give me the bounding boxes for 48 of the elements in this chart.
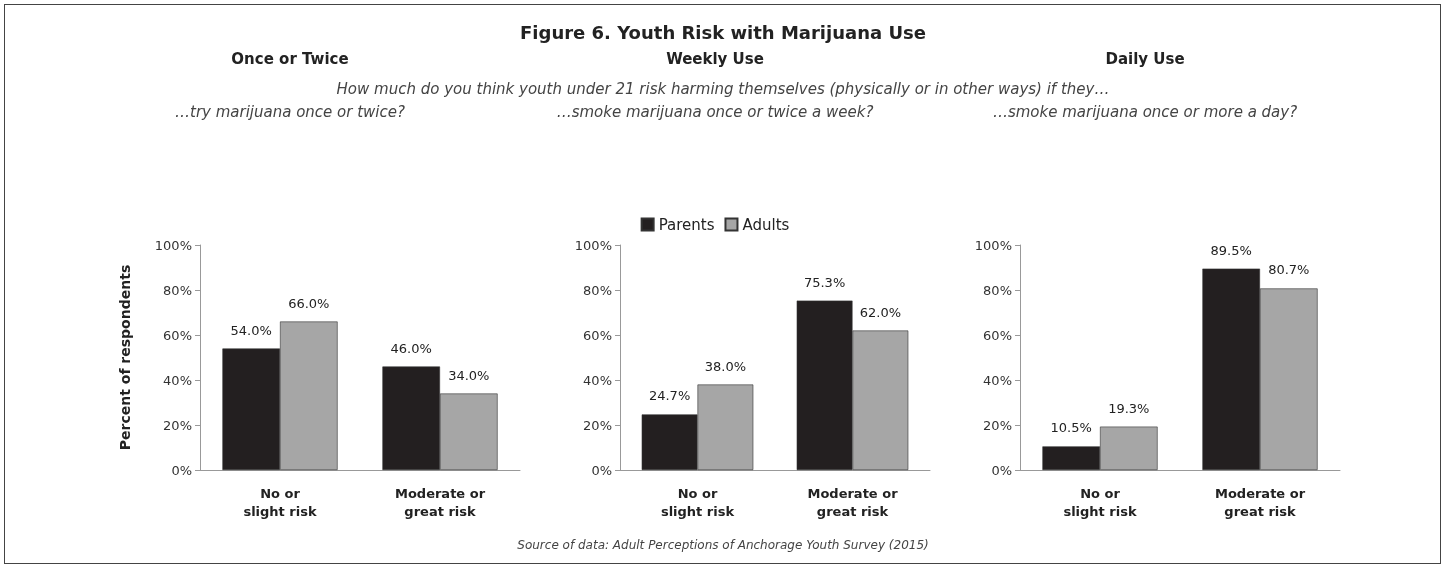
y-tick-label: 0% (171, 462, 192, 478)
data-label: 89.5% (1210, 242, 1252, 258)
x-tick-label: Moderate or great risk (807, 485, 899, 519)
data-label: 66.0% (288, 295, 330, 311)
x-tick-label: Moderate or great risk (394, 485, 486, 519)
x-tick-label: No or slight risk (1063, 485, 1137, 519)
y-tick-label: 60% (983, 327, 1012, 343)
y-tick-label: 40% (983, 372, 1012, 388)
chart-subtitle: …smoke marijuana once or twice a week? (556, 102, 874, 121)
data-label: 46.0% (390, 340, 432, 356)
y-tick-label: 20% (983, 417, 1012, 433)
y-tick-label: 0% (991, 462, 1012, 478)
data-label: 38.0% (704, 358, 747, 374)
y-axis-title: Percent of respondents (117, 264, 133, 451)
data-label: 62.0% (859, 304, 902, 320)
data-label: 19.3% (1108, 400, 1150, 416)
y-tick-label: 40% (583, 372, 612, 388)
x-tick-label: No or slight risk (243, 485, 317, 519)
y-tick-label: 80% (163, 282, 192, 298)
chart-title: Daily Use (1105, 49, 1185, 68)
data-label: 54.0% (230, 322, 272, 338)
x-tick-label: Moderate or great risk (1214, 485, 1306, 519)
data-label: 34.0% (448, 367, 490, 383)
chart-title: Weekly Use (666, 49, 764, 68)
data-label: 80.7% (1268, 262, 1310, 278)
y-tick-label: 100% (574, 237, 612, 253)
chart-subtitle: …smoke marijuana once or more a day? (992, 102, 1298, 121)
caption: Figure 6. Youth Risk with Marijuana Use (520, 22, 926, 43)
y-tick-label: 80% (583, 282, 612, 298)
y-tick-label: 60% (163, 327, 192, 343)
x-tick-label: No or slight risk (660, 485, 735, 519)
chart-title: Once or Twice (231, 49, 349, 68)
y-tick-label: 100% (974, 237, 1012, 253)
y-tick-label: 80% (983, 282, 1012, 298)
y-tick-label: 40% (163, 372, 192, 388)
y-tick-label: 0% (591, 462, 612, 478)
y-tick-label: 20% (163, 417, 192, 433)
legend-label: Parents (658, 215, 715, 234)
legend-label: Adults (742, 215, 790, 234)
source-note: Source of data: Adult Perceptions of Anchorage Youth Survey (2015) (517, 538, 929, 552)
y-tick-label: 100% (154, 237, 192, 253)
y-tick-label: 20% (583, 417, 612, 433)
chart-subtitle: …try marijuana once or twice? (175, 102, 406, 121)
data-label: 24.7% (648, 388, 691, 404)
data-label: 75.3% (803, 274, 846, 290)
data-label: 10.5% (1050, 420, 1092, 436)
text: How much do you think youth under 21 risk harming themselves (physically or in other ways) if they… (336, 80, 1110, 98)
y-tick-label: 60% (583, 327, 612, 343)
